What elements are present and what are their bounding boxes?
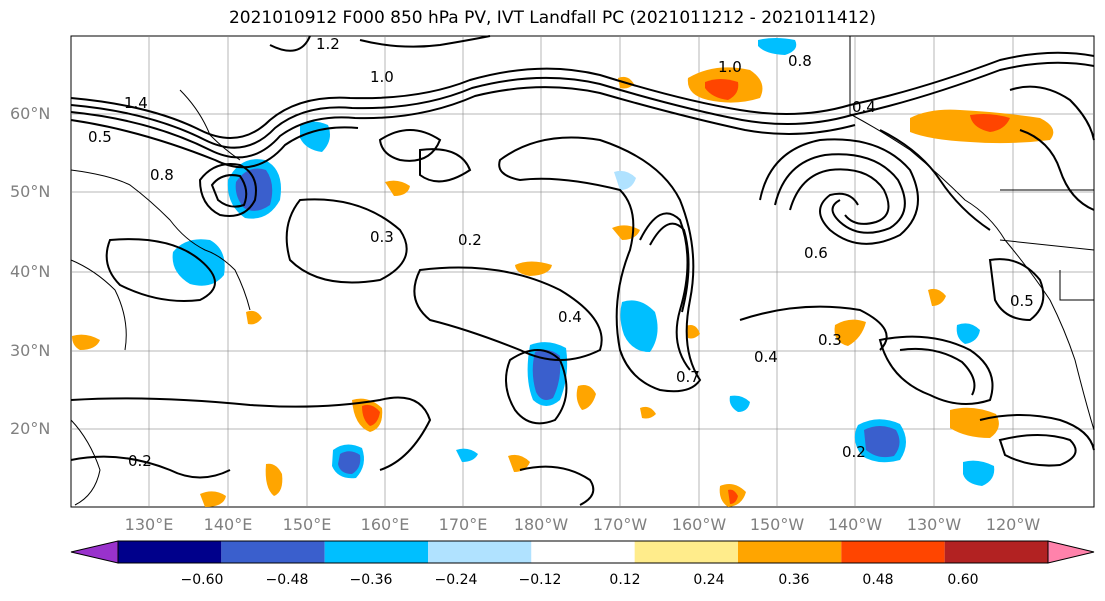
- colorbar: [70, 540, 1095, 564]
- map-title: 2021010912 F000 850 hPa PV, IVT Landfall…: [228, 8, 876, 28]
- colorbar-segment: [944, 541, 1048, 563]
- colorbar-tick: −0.48: [265, 572, 309, 588]
- contour-labels: 1.2 1.0 1.4 0.8 0.5 0.3 0.2 0.4 0.7 0.6 …: [88, 35, 1034, 470]
- contour-label: 1.0: [718, 58, 742, 76]
- contour-label: 0.4: [852, 98, 876, 116]
- contour-label: 0.5: [1010, 292, 1034, 310]
- lon-label: 150°W: [749, 515, 805, 534]
- contour-label: 0.4: [754, 348, 778, 366]
- colorbar-tick: 0.60: [947, 572, 979, 588]
- lon-label: 140°E: [203, 515, 253, 534]
- lat-label: 20°N: [10, 419, 51, 438]
- colorbar-tick: 0.48: [862, 572, 894, 588]
- lon-label: 120°W: [985, 515, 1041, 534]
- contour-label: 1.2: [316, 35, 340, 53]
- lon-label: 170°W: [592, 515, 648, 534]
- contour-label: 0.2: [842, 443, 866, 461]
- colorbar-tick: −0.36: [349, 572, 393, 588]
- contour-label: 1.0: [370, 68, 394, 86]
- contour-label: 0.8: [150, 166, 174, 184]
- lon-label: 160°W: [671, 515, 727, 534]
- colorbar-tick: 0.24: [693, 572, 725, 588]
- lat-label: 30°N: [10, 341, 51, 360]
- lon-label: 140°W: [827, 515, 883, 534]
- colorbar-segment: [428, 541, 532, 563]
- contour-label: 0.3: [818, 331, 842, 349]
- contour-label: 0.2: [458, 231, 482, 249]
- colorbar-tick: −0.12: [518, 572, 562, 588]
- colorbar-segment: [531, 541, 635, 563]
- colorbar-tick: 0.36: [778, 572, 810, 588]
- lat-label: 60°N: [10, 104, 51, 123]
- lon-label: 180°W: [513, 515, 569, 534]
- colorbar-segment: [634, 541, 738, 563]
- contour-label: 0.6: [804, 244, 828, 262]
- lon-label: 150°E: [282, 515, 332, 534]
- lon-label: 130°E: [124, 515, 174, 534]
- contour-label: 0.2: [128, 452, 152, 470]
- contour-label: 0.4: [558, 308, 582, 326]
- lon-label: 170°E: [438, 515, 488, 534]
- colorbar-extend-low: [70, 540, 119, 564]
- colorbar-extend-high: [1047, 540, 1095, 564]
- lat-label: 50°N: [10, 182, 51, 201]
- lat-label: 40°N: [10, 262, 51, 281]
- colorbar-segment: [738, 541, 842, 563]
- ivt-shading: [72, 38, 1054, 507]
- colorbar-segment: [841, 541, 945, 563]
- contour-label: 0.8: [788, 52, 812, 70]
- colorbar-tick: −0.24: [434, 572, 478, 588]
- contour-label: 0.7: [676, 368, 700, 386]
- colorbar-tick: −0.60: [180, 572, 224, 588]
- contour-label: 1.4: [124, 94, 148, 112]
- contour-label: 0.3: [370, 228, 394, 246]
- pv-contours: [70, 35, 1095, 506]
- contour-label: 0.5: [88, 128, 112, 146]
- colorbar-segment: [221, 541, 325, 563]
- colorbar-outline: [117, 540, 1049, 564]
- colorbar-tick: 0.12: [609, 572, 641, 588]
- lon-label: 130°W: [906, 515, 962, 534]
- lon-label: 160°E: [360, 515, 410, 534]
- colorbar-segment: [118, 541, 222, 563]
- colorbar-segment: [324, 541, 428, 563]
